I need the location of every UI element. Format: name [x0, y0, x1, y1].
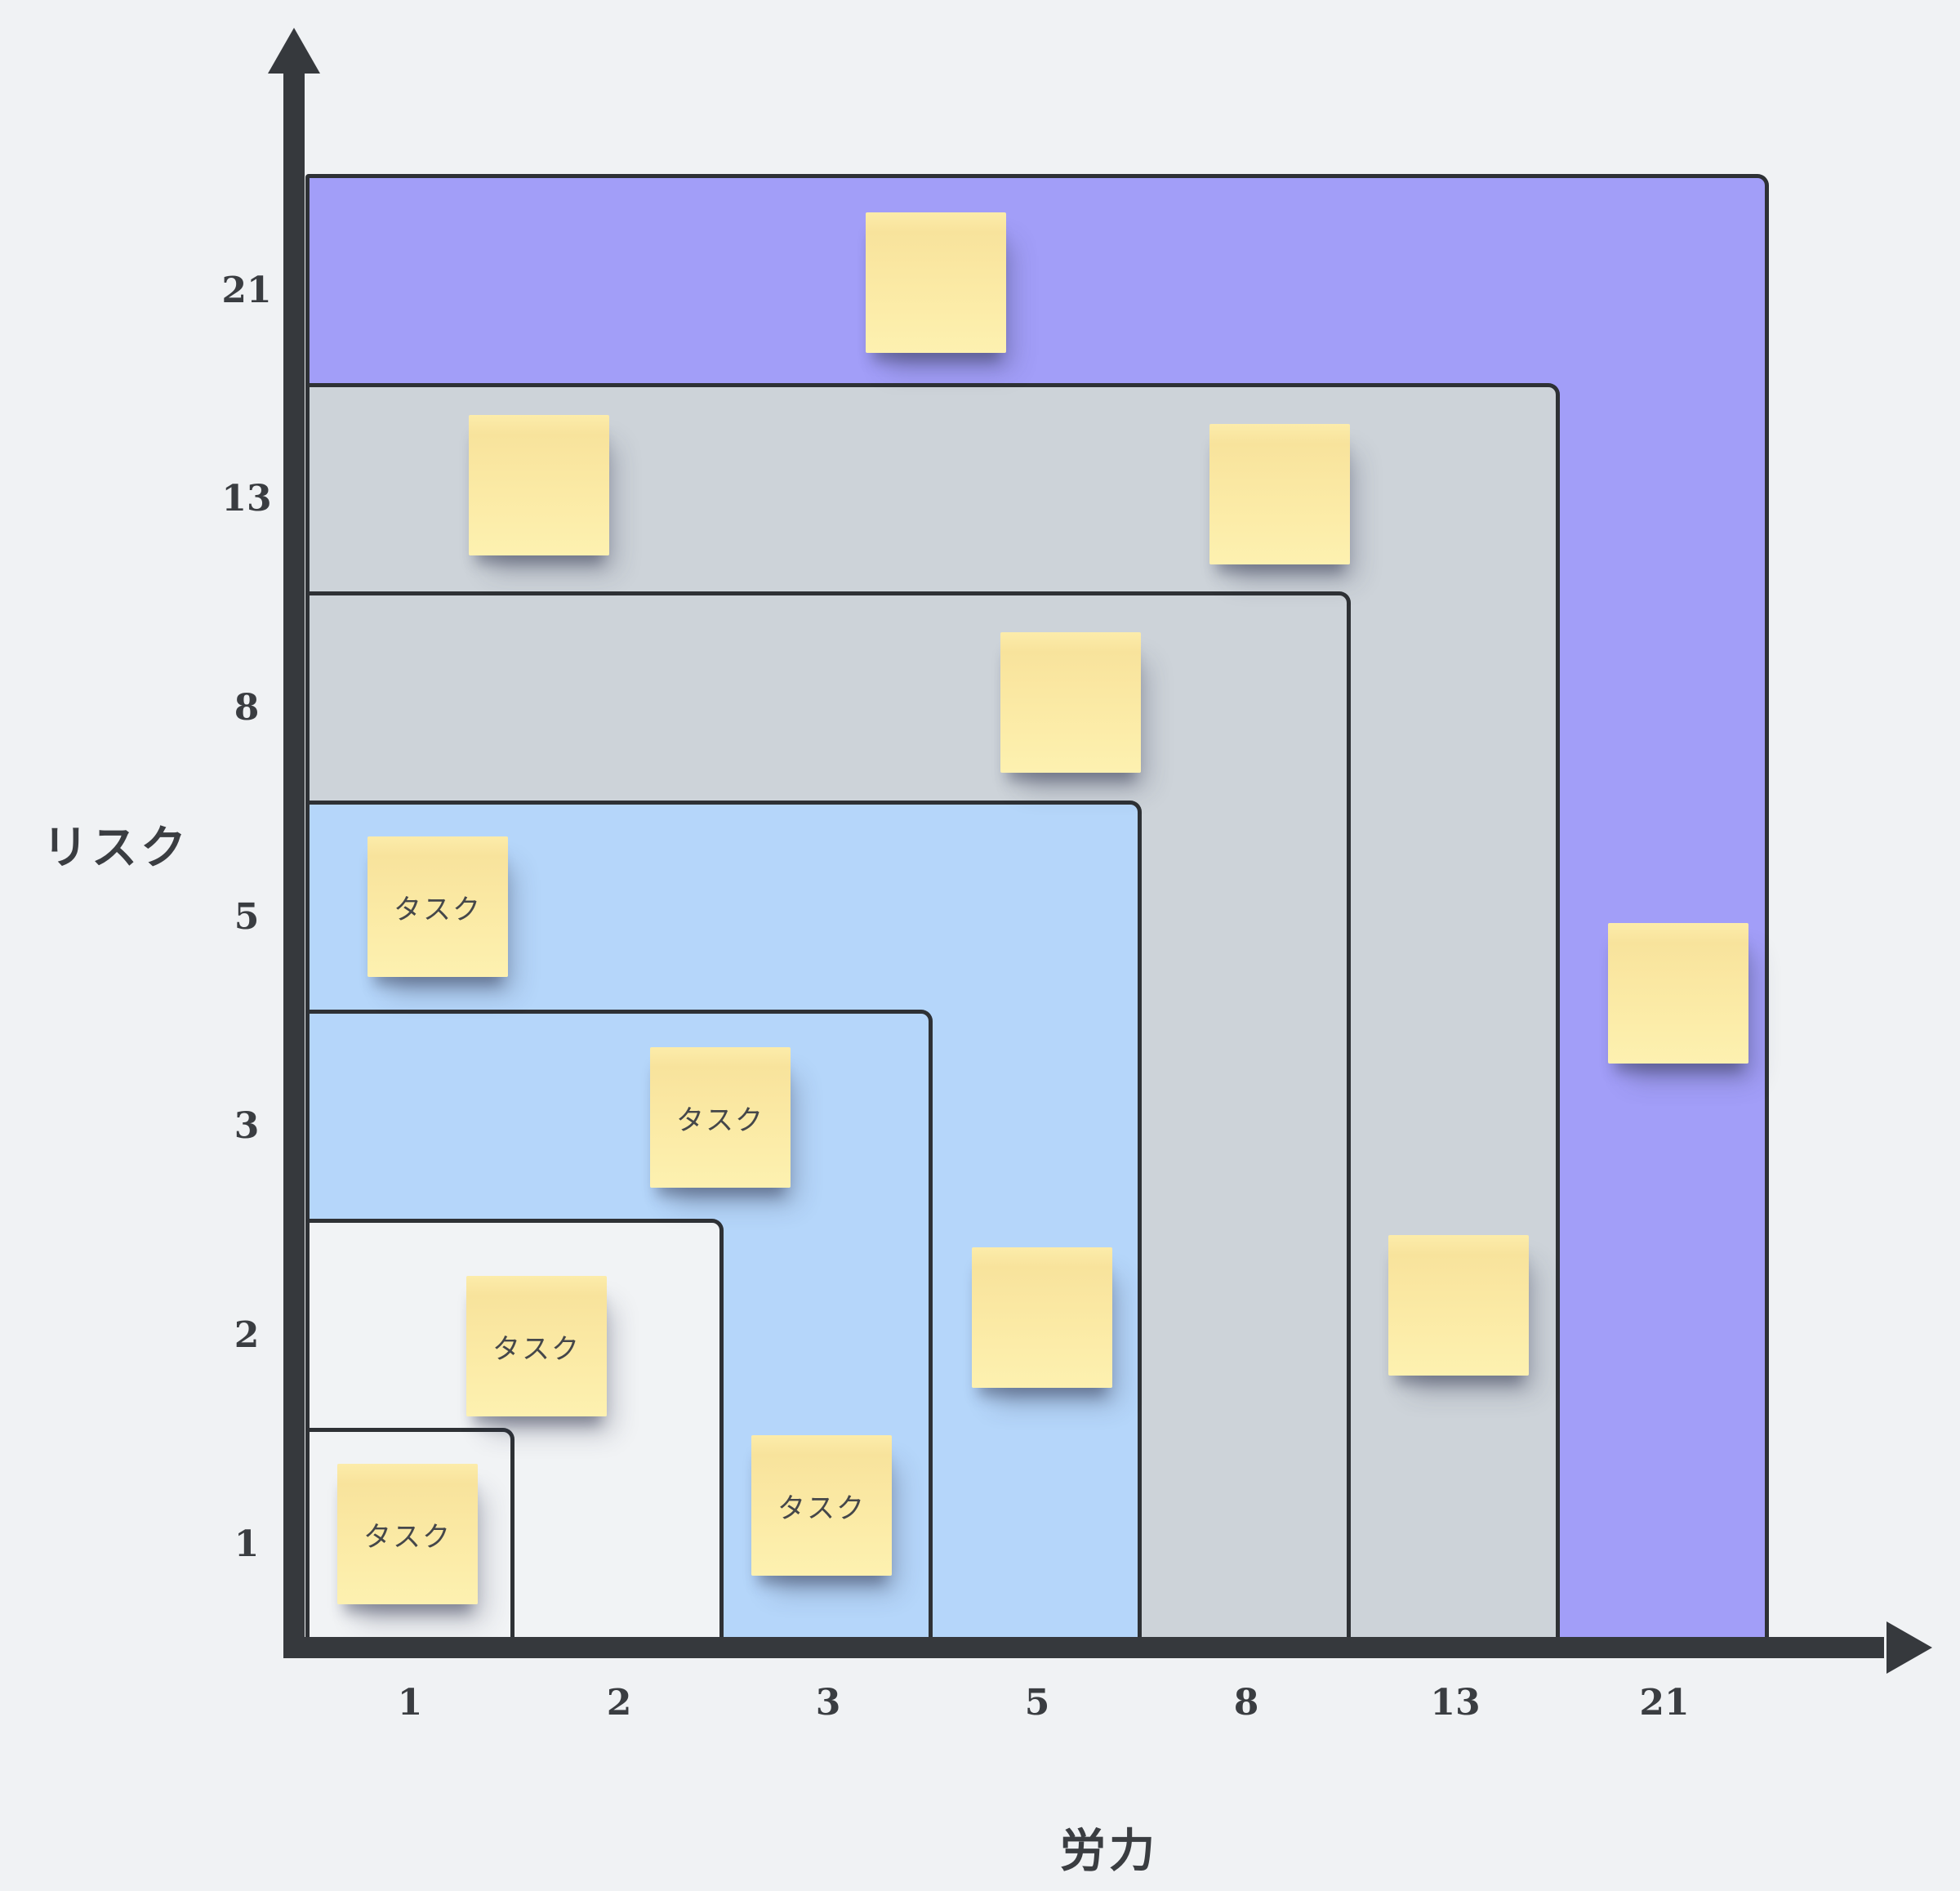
sticky-note-e2-r13[interactable]: [469, 415, 609, 555]
x-axis-line: [283, 1637, 1884, 1658]
y-tick-5: 5: [234, 896, 260, 938]
sticky-note-e3-r1[interactable]: タスク: [751, 1435, 892, 1576]
x-tick-8: 8: [1233, 1682, 1259, 1724]
y-axis-title: リスク: [42, 822, 189, 873]
x-axis-title: 労力: [1060, 1825, 1158, 1876]
sticky-note-e2-r3[interactable]: タスク: [650, 1047, 791, 1188]
x-axis-arrowhead-icon: [1886, 1621, 1932, 1674]
sticky-note-e1-r5[interactable]: タスク: [368, 836, 508, 977]
sticky-note-label: タスク: [777, 1492, 866, 1524]
y-tick-3: 3: [234, 1105, 260, 1147]
y-tick-13: 13: [221, 478, 272, 520]
y-axis-arrowhead-icon: [268, 28, 320, 74]
sticky-note-e21-r5[interactable]: [1608, 923, 1748, 1064]
y-tick-2: 2: [234, 1314, 260, 1356]
x-tick-21: 21: [1639, 1682, 1690, 1724]
y-tick-8: 8: [234, 687, 260, 729]
sticky-note-label: タスク: [492, 1333, 581, 1365]
y-tick-21: 21: [221, 270, 272, 311]
sticky-note-e2-r2[interactable]: タスク: [466, 1276, 607, 1416]
x-tick-5: 5: [1024, 1682, 1050, 1724]
y-tick-1: 1: [234, 1523, 260, 1565]
sticky-note-e13-r2[interactable]: [1388, 1235, 1529, 1376]
sticky-note-e5-r2[interactable]: [972, 1247, 1112, 1388]
x-tick-13: 13: [1430, 1682, 1481, 1724]
x-tick-2: 2: [606, 1682, 632, 1724]
sticky-note-e8-r13[interactable]: [1209, 424, 1350, 564]
sticky-note-e5-r21[interactable]: [866, 212, 1006, 353]
x-tick-3: 3: [815, 1682, 841, 1724]
sticky-note-label: タスク: [363, 1521, 452, 1553]
sticky-note-e5-r8[interactable]: [1000, 632, 1141, 773]
y-axis-line: [283, 51, 305, 1658]
x-tick-1: 1: [397, 1682, 423, 1724]
sticky-note-label: タスク: [676, 1104, 764, 1136]
sticky-note-e1-r1[interactable]: タスク: [337, 1464, 478, 1604]
sticky-note-label: タスク: [394, 894, 482, 925]
